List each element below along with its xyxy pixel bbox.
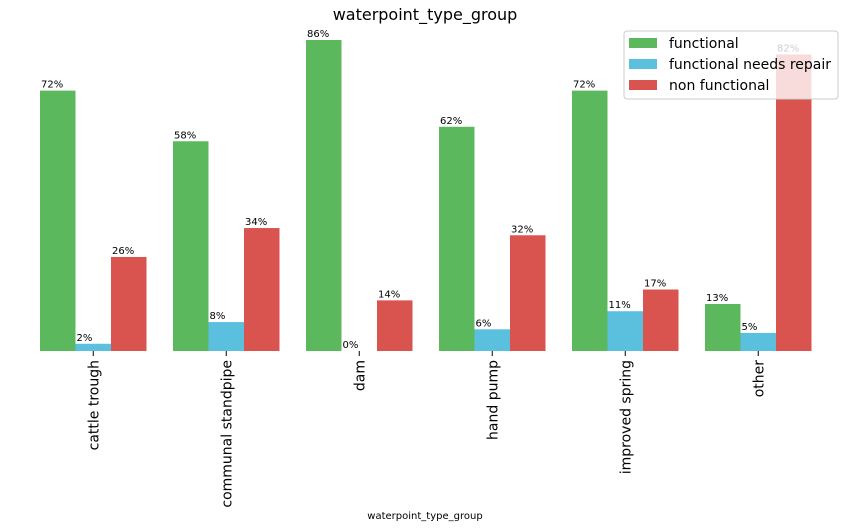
- bar-functional-needs-repair-hand-pump: [474, 329, 510, 351]
- legend-frame: [623, 30, 839, 100]
- x-tick-label-dam: dam: [352, 360, 368, 391]
- data-label-non-functional-hand-pump: 32%: [511, 224, 533, 235]
- x-tick-label-hand-pump: hand pump: [485, 360, 501, 440]
- legend-swatch-functional-needs-repair: [629, 59, 657, 69]
- legend-swatch-functional: [629, 38, 657, 48]
- bar-functional-needs-repair-cattle-trough: [75, 343, 111, 351]
- data-label-non-functional-cattle-trough: 26%: [112, 246, 134, 257]
- bar-functional-improved-spring: [572, 90, 608, 352]
- data-label-functional-dam: 86%: [307, 29, 329, 40]
- legend-label-functional: functional: [669, 36, 739, 52]
- data-label-functional-hand-pump: 62%: [440, 116, 462, 127]
- data-label-functional-needs-repair-improved-spring: 11%: [609, 300, 631, 311]
- legend-swatch-non-functional: [629, 80, 657, 90]
- bar-non-functional-improved-spring: [643, 289, 679, 351]
- data-label-functional-improved-spring: 72%: [573, 80, 595, 91]
- x-tick-label-communal-standpipe: communal standpipe: [219, 360, 235, 508]
- bar-functional-communal-standpipe: [173, 141, 209, 351]
- x-tick-label-cattle-trough: cattle trough: [86, 360, 102, 450]
- bar-functional-needs-repair-other: [740, 332, 776, 351]
- x-axis-label: waterpoint_type_group: [367, 511, 482, 522]
- chart-title: waterpoint_type_group: [333, 5, 518, 25]
- data-label-functional-communal-standpipe: 58%: [174, 130, 196, 141]
- data-label-non-functional-dam: 14%: [378, 289, 400, 300]
- x-tick-label-other: other: [751, 360, 767, 398]
- bar-functional-cattle-trough: [40, 90, 76, 352]
- data-label-functional-needs-repair-dam: 0%: [343, 340, 359, 351]
- x-tick-label-improved-spring: improved spring: [618, 360, 634, 474]
- data-label-functional-needs-repair-communal-standpipe: 8%: [210, 311, 226, 322]
- bar-functional-hand-pump: [439, 126, 475, 351]
- data-label-functional-other: 13%: [706, 293, 728, 304]
- bar-functional-dam: [306, 40, 342, 351]
- bar-functional-needs-repair-improved-spring: [607, 311, 643, 351]
- bar-non-functional-other: [776, 54, 812, 351]
- data-label-functional-needs-repair-hand-pump: 6%: [476, 318, 492, 329]
- legend: functional functional needs repair non fun…: [623, 30, 839, 100]
- bar-functional-other: [705, 303, 741, 351]
- bar-group: [40, 40, 812, 352]
- data-label-non-functional-communal-standpipe: 34%: [245, 217, 267, 228]
- data-label-non-functional-improved-spring: 17%: [644, 279, 666, 290]
- legend-label-functional-needs-repair: functional needs repair: [669, 57, 831, 73]
- data-label-functional-needs-repair-cattle-trough: 2%: [77, 333, 93, 344]
- data-label-functional-needs-repair-other: 5%: [742, 322, 758, 333]
- bar-non-functional-cattle-trough: [111, 256, 147, 351]
- bar-non-functional-hand-pump: [510, 235, 546, 351]
- data-label-functional-cattle-trough: 72%: [41, 80, 63, 91]
- bar-non-functional-dam: [377, 300, 413, 351]
- x-tick-group: cattle trough communal standpipe dam hand p…: [86, 351, 767, 508]
- data-label-group: 72% 2% 26% 58% 8% 34% 86% 0% 14% 62% 6% 32% 72% 11% 17…: [41, 29, 799, 351]
- bar-non-functional-communal-standpipe: [244, 228, 280, 351]
- bar-functional-needs-repair-communal-standpipe: [208, 322, 244, 351]
- legend-label-non-functional: non functional: [669, 78, 769, 94]
